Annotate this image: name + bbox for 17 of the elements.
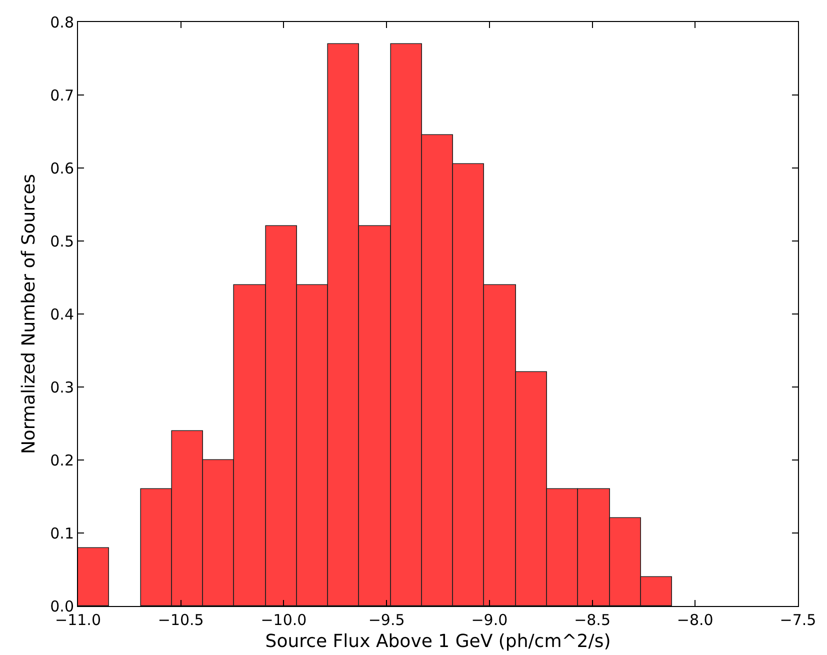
x-tick-label: −8.0 [676, 611, 714, 629]
y-tick-label: 0.1 [50, 524, 74, 542]
x-tick-label: −7.5 [780, 611, 816, 629]
x-axis-title: Source Flux Above 1 GeV (ph/cm^2/s) [265, 631, 611, 652]
y-tick-label: 0.7 [50, 86, 74, 104]
x-tick-label: −8.5 [574, 611, 611, 629]
y-tick-label: 0.3 [50, 378, 74, 396]
x-tick-label: −10.0 [260, 611, 307, 629]
x-tick-label: −9.5 [368, 611, 405, 629]
x-tick-label: −10.5 [158, 611, 204, 629]
y-tick-label: 0.4 [50, 305, 74, 324]
y-tick-label: 0.5 [50, 232, 74, 250]
y-tick-label: 0.6 [50, 159, 74, 178]
y-tick-label: 0.8 [50, 13, 74, 32]
y-axis-title: Normalized Number of Sources [18, 174, 40, 454]
x-tick-label: −9.0 [471, 611, 508, 629]
y-tick-label: 0.2 [50, 451, 74, 470]
